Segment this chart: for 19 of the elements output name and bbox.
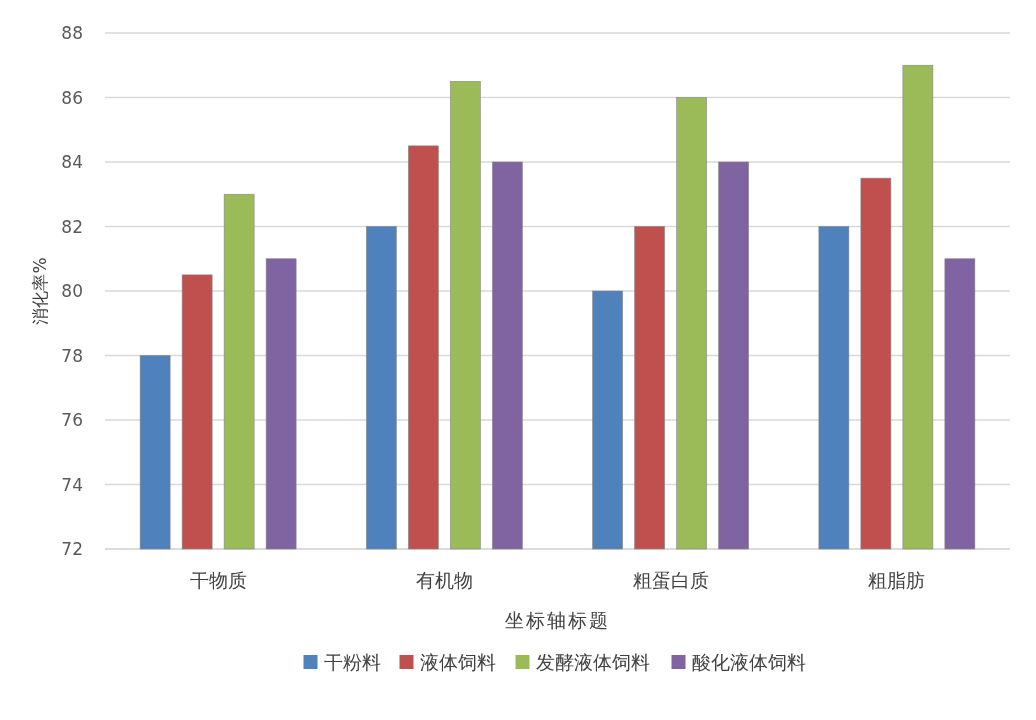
y-tick-label: 88 — [61, 23, 83, 43]
x-tick-label: 有机物 — [415, 569, 473, 591]
y-tick-label: 76 — [61, 410, 83, 430]
legend-label: 液体饲料 — [419, 651, 496, 673]
y-tick-label: 72 — [61, 539, 83, 559]
y-tick-label: 74 — [61, 474, 83, 495]
y-tick-label: 78 — [61, 345, 83, 366]
x-tick-label: 粗脂肪 — [868, 569, 926, 591]
x-tick-label: 干物质 — [189, 569, 247, 591]
legend-label: 发酵液体饲料 — [535, 651, 650, 673]
legend-label: 酸化液体饲料 — [691, 651, 806, 673]
x-tick-label: 粗蛋白质 — [632, 569, 709, 591]
y-tick-label: 86 — [61, 87, 83, 108]
x-axis-title: 坐标轴标题 — [505, 609, 610, 631]
y-tick-label: 84 — [61, 152, 83, 172]
y-axis-title: 消化率% — [30, 257, 50, 325]
y-tick-label: 80 — [61, 281, 83, 301]
y-tick-label: 82 — [61, 216, 83, 237]
legend-label: 干粉料 — [323, 651, 381, 673]
